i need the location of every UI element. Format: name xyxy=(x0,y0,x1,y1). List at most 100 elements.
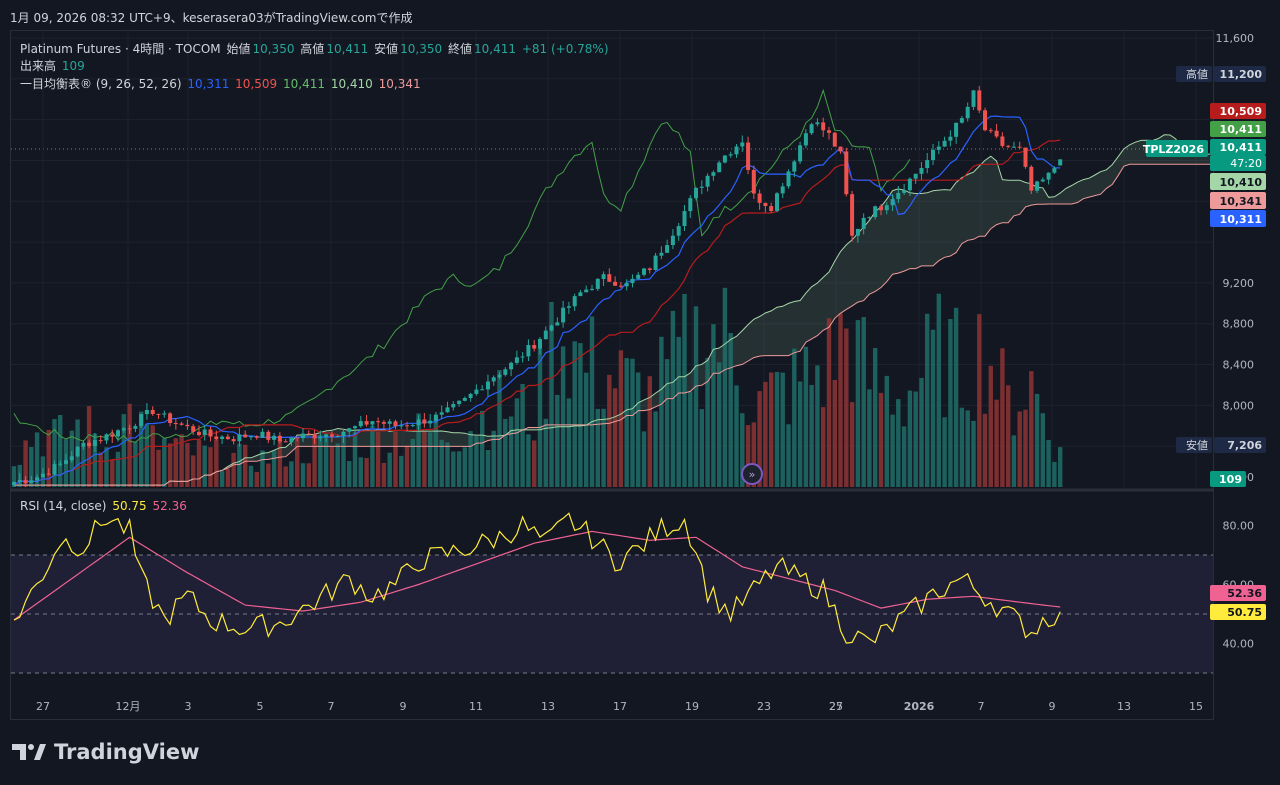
candle-body[interactable] xyxy=(722,155,727,163)
tradingview-logo[interactable]: TradingView xyxy=(12,740,199,764)
candle-body[interactable] xyxy=(1052,168,1057,173)
candle-body[interactable] xyxy=(994,130,999,137)
candle-body[interactable] xyxy=(925,160,930,168)
candle-body[interactable] xyxy=(595,278,600,289)
candle-body[interactable] xyxy=(173,423,178,424)
candle-body[interactable] xyxy=(896,192,901,200)
candle-body[interactable] xyxy=(40,473,45,478)
countdown-badge[interactable]: 47:20 xyxy=(1210,155,1266,171)
volume-legend[interactable]: 出来高 109 xyxy=(20,57,87,74)
candle-body[interactable] xyxy=(144,410,149,415)
candle-body[interactable] xyxy=(1011,146,1016,148)
candle-body[interactable] xyxy=(52,464,57,475)
candle-body[interactable] xyxy=(260,431,265,438)
candle-body[interactable] xyxy=(480,389,485,391)
tenkan-badge[interactable]: 10,311 xyxy=(1210,210,1266,227)
candle-body[interactable] xyxy=(69,456,74,461)
candle-body[interactable] xyxy=(879,206,883,211)
candle-body[interactable] xyxy=(249,436,253,438)
candle-body[interactable] xyxy=(92,440,97,446)
candle-body[interactable] xyxy=(670,235,675,245)
candle-body[interactable] xyxy=(798,145,803,162)
candle-body[interactable] xyxy=(457,400,462,404)
candle-body[interactable] xyxy=(572,296,577,307)
candle-body[interactable] xyxy=(844,151,849,195)
candle-body[interactable] xyxy=(1058,159,1063,166)
candle-body[interactable] xyxy=(168,413,173,423)
candle-body[interactable] xyxy=(445,407,450,413)
candle-body[interactable] xyxy=(399,425,404,427)
candle-body[interactable] xyxy=(116,430,120,437)
candle-body[interactable] xyxy=(861,217,866,229)
candle-body[interactable] xyxy=(618,285,623,287)
candle-body[interactable] xyxy=(64,460,68,464)
candle-body[interactable] xyxy=(162,413,167,415)
candle-body[interactable] xyxy=(451,404,456,408)
candle-body[interactable] xyxy=(422,419,427,424)
candle-body[interactable] xyxy=(653,255,658,270)
candle-body[interactable] xyxy=(827,130,831,133)
candle-body[interactable] xyxy=(636,274,641,279)
candle-body[interactable] xyxy=(353,426,357,429)
candle-body[interactable] xyxy=(277,435,282,442)
candle-body[interactable] xyxy=(29,480,34,483)
candle-body[interactable] xyxy=(855,228,860,236)
candle-body[interactable] xyxy=(566,306,571,308)
candle-body[interactable] xyxy=(133,426,138,429)
candle-body[interactable] xyxy=(156,413,161,415)
span-b-badge[interactable]: 10,341 xyxy=(1210,192,1266,209)
candle-body[interactable] xyxy=(1023,147,1028,167)
candle-body[interactable] xyxy=(884,205,889,211)
candle-body[interactable] xyxy=(942,140,947,147)
replay-marker[interactable]: » xyxy=(741,463,763,485)
candle-body[interactable] xyxy=(1040,179,1045,182)
candle-body[interactable] xyxy=(711,172,716,176)
candle-body[interactable] xyxy=(139,414,144,427)
candle-body[interactable] xyxy=(381,422,386,424)
candle-body[interactable] xyxy=(1017,146,1022,148)
candle-body[interactable] xyxy=(590,288,594,290)
candle-body[interactable] xyxy=(815,122,820,125)
candle-body[interactable] xyxy=(520,356,525,358)
high-marker-value[interactable]: 11,200 xyxy=(1214,66,1266,82)
candle-body[interactable] xyxy=(751,170,756,194)
rsi-legend[interactable]: RSI (14, close) 50.75 52.36 xyxy=(20,499,189,513)
candle-body[interactable] xyxy=(734,146,739,155)
candle-body[interactable] xyxy=(324,434,329,437)
candle-body[interactable] xyxy=(509,362,514,370)
candle-body[interactable] xyxy=(954,122,959,137)
candle-body[interactable] xyxy=(514,357,519,363)
candle-body[interactable] xyxy=(601,274,606,279)
candle-body[interactable] xyxy=(919,168,924,174)
candle-body[interactable] xyxy=(439,412,444,415)
candle-body[interactable] xyxy=(647,268,652,271)
candle-body[interactable] xyxy=(98,440,103,442)
candle-body[interactable] xyxy=(416,419,421,426)
candle-body[interactable] xyxy=(1000,136,1005,146)
candle-body[interactable] xyxy=(699,186,704,188)
candle-body[interactable] xyxy=(254,436,259,438)
candle-body[interactable] xyxy=(607,274,612,282)
candle-body[interactable] xyxy=(526,345,531,357)
candle-body[interactable] xyxy=(486,381,490,390)
candle-body[interactable] xyxy=(462,398,467,401)
candle-body[interactable] xyxy=(364,421,369,425)
price-badge[interactable]: 10,411 xyxy=(1210,139,1266,155)
candle-body[interactable] xyxy=(676,226,681,236)
ichimoku-legend[interactable]: 一目均衡表® (9, 26, 52, 26) 10,311 10,509 10,… xyxy=(20,75,423,92)
candle-body[interactable] xyxy=(763,202,768,206)
candle-body[interactable] xyxy=(87,442,92,446)
candle-body[interactable] xyxy=(694,187,698,199)
candle-body[interactable] xyxy=(312,434,317,439)
candle-body[interactable] xyxy=(728,154,733,156)
candle-body[interactable] xyxy=(179,423,184,425)
candle-body[interactable] xyxy=(191,426,196,432)
candle-body[interactable] xyxy=(225,436,230,440)
candle-body[interactable] xyxy=(780,186,785,194)
candle-body[interactable] xyxy=(283,441,288,443)
candle-body[interactable] xyxy=(150,410,155,414)
candle-body[interactable] xyxy=(237,434,242,442)
candle-body[interactable] xyxy=(850,194,855,236)
candle-body[interactable] xyxy=(410,425,415,427)
candle-body[interactable] xyxy=(682,211,687,226)
